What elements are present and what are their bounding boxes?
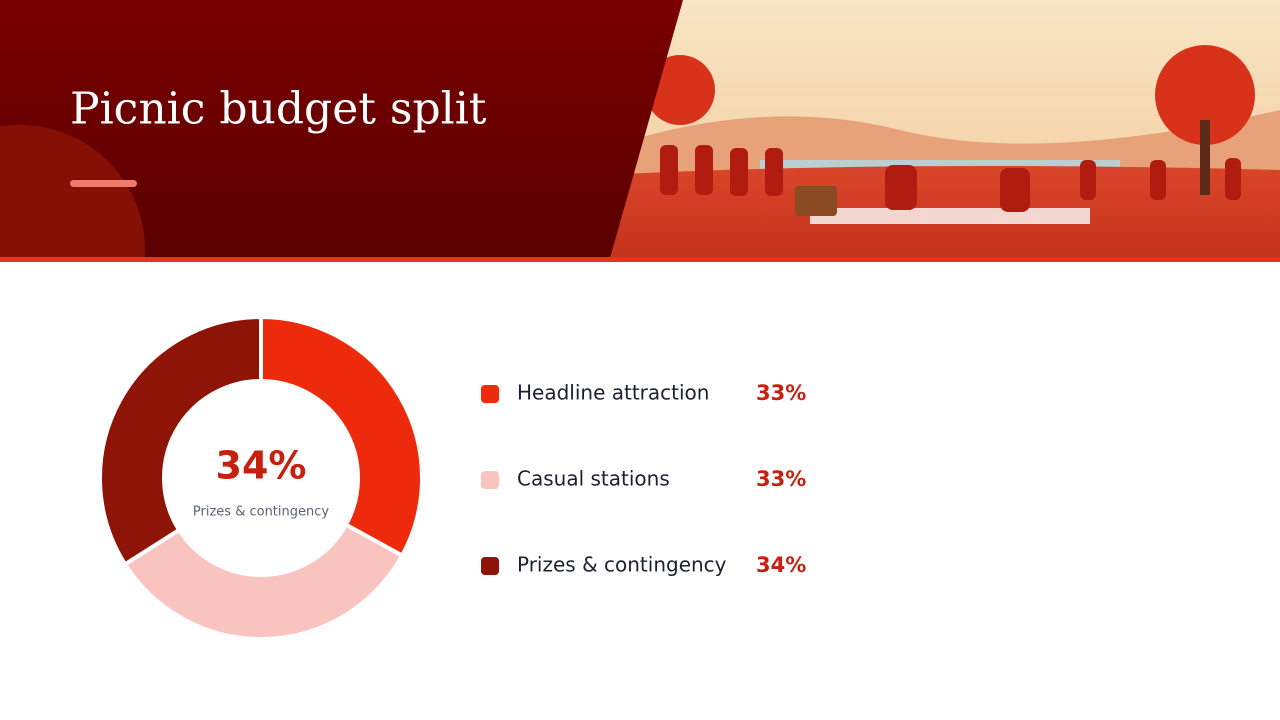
header-image — [600, 0, 1280, 260]
donut-slice — [259, 314, 424, 559]
legend-value: 33% — [756, 467, 806, 491]
legend: Headline attraction 33% Casual stations 33%… — [481, 381, 806, 577]
legend-swatch — [481, 471, 499, 489]
center-value: 34% — [216, 444, 307, 488]
legend-value: 34% — [756, 553, 806, 577]
header-panel — [0, 0, 683, 258]
legend-label: Headline attraction — [517, 381, 709, 405]
legend-swatch — [481, 385, 499, 403]
center-label: Prizes & contingency — [193, 505, 329, 520]
legend-value: 33% — [756, 381, 806, 405]
donut-slice — [98, 314, 263, 568]
header-rule — [0, 257, 1280, 262]
title-accent — [70, 180, 137, 187]
donut-chart: 34% Prizes & contingency — [98, 314, 424, 641]
legend-label: Casual stations — [517, 467, 670, 491]
legend-swatch — [481, 557, 499, 575]
legend-label: Prizes & contingency — [517, 553, 727, 577]
slide-title: Picnic budget split — [70, 84, 487, 135]
donut-slice — [122, 522, 405, 641]
